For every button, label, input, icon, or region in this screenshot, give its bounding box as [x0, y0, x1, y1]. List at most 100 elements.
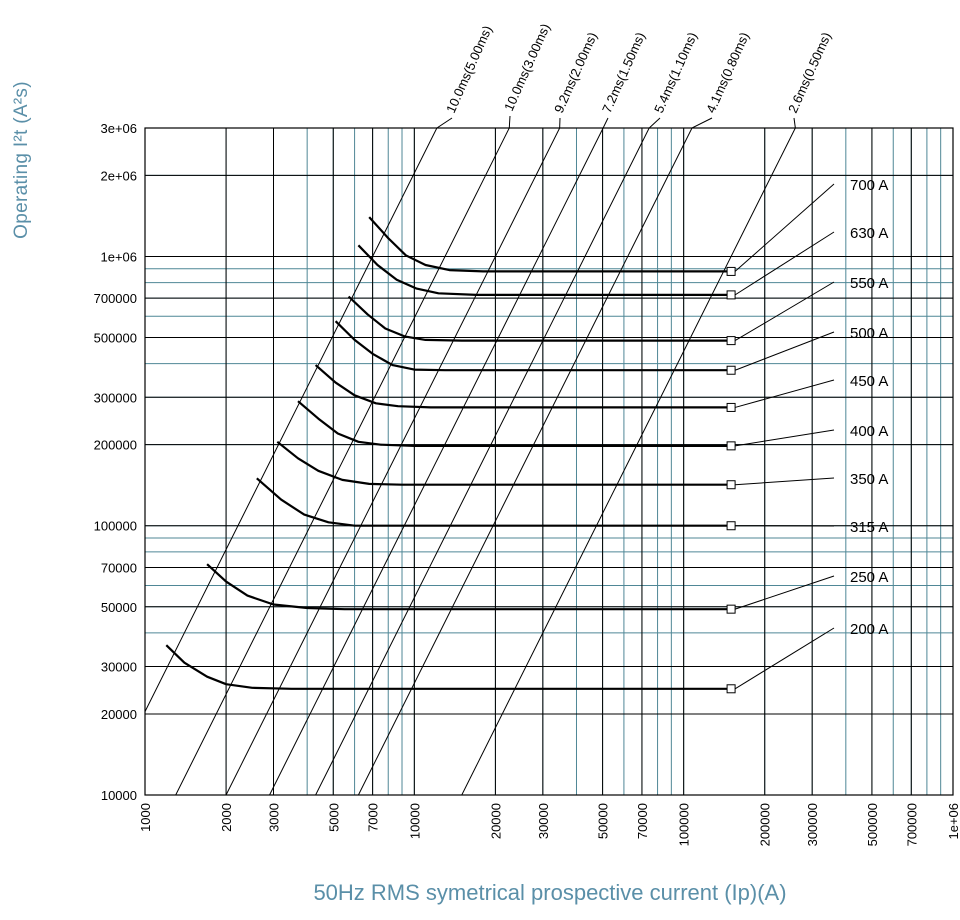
y-tick-label: 2e+06 [100, 168, 137, 183]
diagonal-line [145, 128, 438, 713]
diagonal-line [357, 128, 693, 795]
series-marker [726, 684, 736, 694]
diagonal-extension [691, 117, 713, 129]
series-marker [726, 402, 736, 412]
diagonal-label: 10.0ms(5.00ms) [443, 23, 495, 115]
x-tick-label: 70000 [635, 803, 650, 839]
rating-leader-line [734, 331, 835, 371]
y-tick-label: 200000 [94, 438, 137, 453]
diagonal-line [175, 128, 510, 795]
rating-label: 500 A [850, 325, 888, 342]
series-marker [726, 521, 736, 531]
x-axis-label: 50Hz RMS symetrical prospective current … [313, 880, 787, 905]
rating-label: 630 A [850, 225, 888, 242]
diagonal-label: 2.6ms(0.50ms) [785, 30, 834, 115]
y-tick-label: 70000 [101, 560, 137, 575]
rating-label: 550 A [850, 275, 888, 292]
rating-label: 250 A [850, 569, 888, 586]
y-tick-label: 30000 [101, 660, 137, 675]
rating-labels: 700 A 630 A 550 A 500 A 450 A 400 A 350 A 315 A… [734, 177, 888, 690]
diagonal-extension [648, 117, 661, 129]
diagonal-label: 7.2ms(1.50ms) [599, 30, 648, 115]
series-marker [726, 604, 736, 614]
diagonal-extension [436, 117, 453, 129]
diagonal-extension [602, 117, 609, 129]
y-tick-label: 20000 [101, 707, 137, 722]
rating-leader-line [735, 477, 835, 486]
x-tick-label: 700000 [904, 803, 919, 846]
diagonal-line [225, 128, 561, 795]
series-marker [726, 290, 736, 300]
rating-label: 350 A [850, 471, 888, 488]
grid-lines [144, 127, 954, 796]
series-line [297, 400, 732, 447]
y-tick-label: 700000 [94, 291, 137, 306]
x-tick-label: 3000 [267, 803, 282, 832]
diagonal-label: 5.4ms(1.10ms) [651, 30, 700, 115]
rating-leader-line [734, 575, 835, 610]
rating-leader-line [734, 379, 835, 408]
series-curves [165, 216, 736, 694]
x-tick-label: 50000 [596, 803, 611, 839]
x-tick-label: 10000 [407, 803, 422, 839]
rating-label: 315 A [850, 519, 888, 536]
series-marker [726, 266, 736, 276]
rating-label: 700 A [850, 177, 888, 194]
rating-leader-line [734, 183, 835, 272]
x-tick-label: 1e+06 [946, 803, 960, 840]
rating-leader-line [734, 231, 835, 296]
y-axis-label: Operating I²t (A²s) [11, 81, 32, 239]
diagonal-lines [145, 128, 796, 795]
diagonal-label: 10.0ms(3.00ms) [501, 21, 553, 113]
series-line [276, 440, 732, 486]
diagonal-line [315, 128, 650, 795]
x-tick-labels: 1000 2000 3000 5000 7000 10000 20000 30000 50000… [138, 803, 960, 846]
series-marker [726, 480, 736, 490]
x-tick-label: 100000 [677, 803, 692, 846]
series-line [357, 244, 732, 296]
series-marker [726, 365, 736, 375]
x-tick-label: 7000 [366, 803, 381, 832]
x-tick-label: 20000 [488, 803, 503, 839]
diagonal-line [269, 128, 604, 795]
rating-leader-line [734, 627, 835, 690]
y-tick-label: 100000 [94, 519, 137, 534]
rating-leader-line [734, 281, 835, 342]
y-tick-labels: 3e+06 2e+06 1e+06 700000 500000 300000 200000 1… [94, 121, 137, 803]
y-tick-label: 3e+06 [100, 121, 137, 136]
series-line [165, 644, 732, 690]
diagonal-extension [793, 117, 796, 129]
y-tick-label: 50000 [101, 600, 137, 615]
rating-label: 450 A [850, 373, 888, 390]
diagonal-line [461, 128, 796, 795]
rating-leader-line [735, 429, 835, 447]
y-tick-label: 500000 [94, 331, 137, 346]
y-tick-label: 1e+06 [100, 249, 137, 264]
diagonal-label: 9.2ms(2.00ms) [551, 30, 600, 115]
y-tick-label: 300000 [94, 390, 137, 405]
series-marker [726, 441, 736, 451]
series-line [314, 364, 732, 409]
x-tick-label: 1000 [138, 803, 153, 832]
series-line [334, 320, 732, 372]
y-tick-label: 10000 [101, 788, 137, 803]
x-tick-label: 300000 [805, 803, 820, 846]
x-tick-label: 2000 [219, 803, 234, 832]
rating-label: 400 A [850, 423, 888, 440]
series-line [347, 295, 732, 342]
plot-frame [144, 127, 954, 796]
diagonal-label: 4.1ms(0.80ms) [703, 30, 752, 115]
x-tick-label: 500000 [865, 803, 880, 846]
series-line [256, 477, 732, 527]
series-marker [726, 336, 736, 346]
x-tick-label: 200000 [758, 803, 773, 846]
series-line [368, 216, 732, 273]
series-line [206, 563, 732, 611]
x-tick-label: 30000 [536, 803, 551, 839]
rating-label: 200 A [850, 621, 888, 638]
diagonal-extensions: 10.0ms(5.00ms) 10.0ms(3.00ms)9.2ms(2.00ms… [436, 21, 834, 129]
diagonal-extension [508, 115, 511, 129]
x-tick-label: 5000 [326, 803, 341, 832]
